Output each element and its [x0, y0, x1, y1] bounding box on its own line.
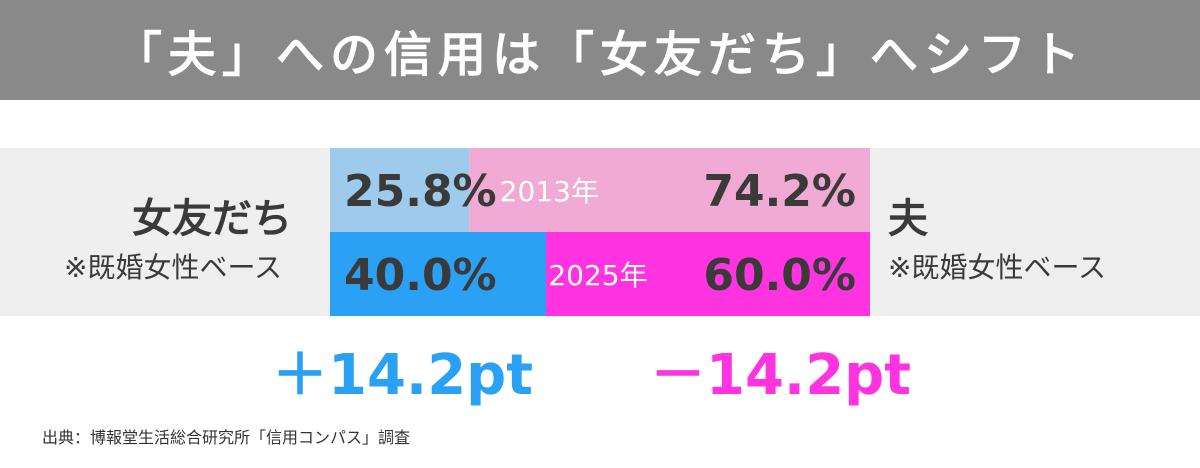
bar-segment-right-0: [469, 148, 870, 232]
bar-segment-left-1: [330, 232, 546, 316]
bar-segment-left-0: [330, 148, 470, 232]
left-value-label-0: 25.8%: [344, 166, 497, 217]
bar-segment-right-1: [546, 232, 870, 316]
right-series-note: ※既婚女性ベース: [888, 251, 1107, 284]
year-label-0: 2013年: [500, 175, 599, 208]
left-series-label: 女友だち: [132, 196, 292, 242]
right-value-label-0: 74.2%: [703, 166, 856, 217]
left-value-label-1: 40.0%: [344, 250, 497, 301]
title-banner: 「夫」への信用は「女友だち」へシフト: [0, 0, 1200, 100]
stacked-bar-chart: 25.8% 2013年 74.2% 40.0% 2025年 60.0%: [330, 148, 870, 316]
left-change-label: ＋14.2pt: [272, 343, 534, 408]
right-value-label-1: 60.0%: [703, 250, 856, 301]
year-label-1: 2025年: [548, 259, 647, 292]
left-series-note: ※既婚女性ベース: [64, 251, 283, 284]
right-series-label: 夫: [888, 196, 928, 242]
page-title: 「夫」への信用は「女友だち」へシフト: [113, 27, 1086, 83]
right-change-label: －14.2pt: [650, 343, 912, 408]
source-note: 出典：博報堂生活総合研究所「信用コンパス」調査: [42, 428, 411, 447]
